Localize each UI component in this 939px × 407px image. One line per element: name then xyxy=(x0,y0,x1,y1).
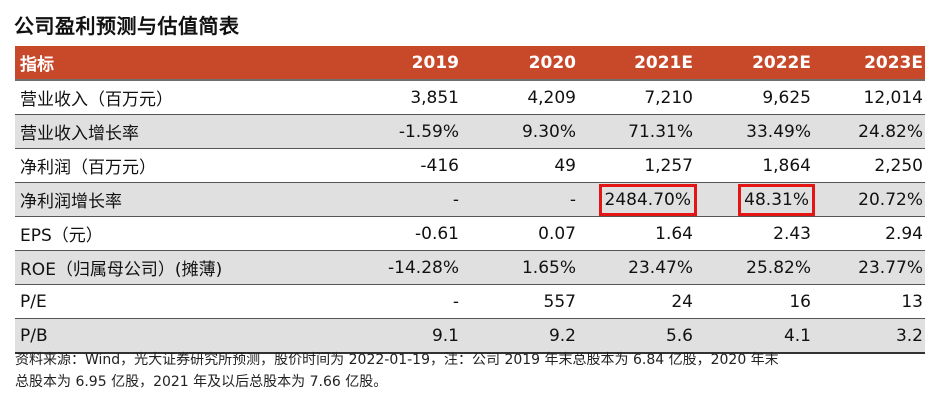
header-2020: 2020 xyxy=(461,46,578,81)
table-cell: 1.65% xyxy=(461,250,578,285)
table-row: 净利润（百万元） -416 49 1,257 1,864 2,250 xyxy=(15,148,925,183)
table-row: 净利润增长率 - - 2484.70% 48.31% 20.72% xyxy=(15,182,925,217)
table-row: 营业收入增长率 -1.59% 9.30% 71.31% 33.49% 24.82… xyxy=(15,114,925,149)
table-cell: 9.1 xyxy=(245,318,461,354)
table-cell: 0.07 xyxy=(461,216,578,251)
table-header-row: 指标 2019 2020 2021E 2022E 2023E xyxy=(15,46,925,81)
table-cell: 1.64 xyxy=(578,216,695,251)
header-2021e: 2021E xyxy=(578,46,695,81)
table-cell: 12,014 xyxy=(813,80,925,115)
table-cell: -14.28% xyxy=(245,250,461,285)
table-cell: - xyxy=(245,182,461,217)
table-cell: 1,257 xyxy=(578,148,695,183)
table-cell: 20.72% xyxy=(813,182,925,217)
table-cell: 5.6 xyxy=(578,318,695,354)
table-cell: 24 xyxy=(578,284,695,319)
table-row: P/B 9.1 9.2 5.6 4.1 3.2 xyxy=(15,318,925,354)
table-cell: 24.82% xyxy=(813,114,925,149)
header-2023e: 2023E xyxy=(813,46,925,81)
table-cell: 25.82% xyxy=(695,250,813,285)
table-cell: 3.2 xyxy=(813,318,925,354)
table-cell: -416 xyxy=(245,148,461,183)
row-label: P/B xyxy=(15,318,245,354)
table-cell: 2.43 xyxy=(695,216,813,251)
table-cell: 2484.70% xyxy=(578,182,697,217)
row-label: 营业收入增长率 xyxy=(15,114,245,149)
header-2019: 2019 xyxy=(245,46,461,81)
table-cell: 9.30% xyxy=(461,114,578,149)
source-note-line: 资料来源：Wind，光大证券研究所预测，股价时间为 2022-01-19，注：公… xyxy=(15,352,779,368)
table-cell: 1,864 xyxy=(695,148,813,183)
table-cell: 7,210 xyxy=(578,80,695,115)
table-cell: -1.59% xyxy=(245,114,461,149)
row-label: 营业收入（百万元） xyxy=(15,80,245,115)
header-2022e: 2022E xyxy=(695,46,813,81)
row-label: 净利润（百万元） xyxy=(15,148,245,183)
table-cell: 9.2 xyxy=(461,318,578,354)
table-cell: -0.61 xyxy=(245,216,461,251)
table-cell: 9,625 xyxy=(695,80,813,115)
table-row: ROE（归属母公司）(摊薄) -14.28% 1.65% 23.47% 25.8… xyxy=(15,250,925,285)
row-label: ROE（归属母公司）(摊薄) xyxy=(15,250,245,285)
row-label: EPS（元） xyxy=(15,216,245,251)
table-cell: 2.94 xyxy=(813,216,925,251)
table-row: 营业收入（百万元） 3,851 4,209 7,210 9,625 12,014 xyxy=(15,80,925,115)
table-cell: - xyxy=(245,284,461,319)
table-cell: 2,250 xyxy=(813,148,925,183)
row-label: 净利润增长率 xyxy=(15,182,245,217)
source-note: 资料来源：Wind，光大证券研究所预测，股价时间为 2022-01-19，注：公… xyxy=(15,349,930,393)
row-label: P/E xyxy=(15,284,245,319)
table-cell: 48.31% xyxy=(695,182,815,217)
table-row: EPS（元） -0.61 0.07 1.64 2.43 2.94 xyxy=(15,216,925,251)
table-cell: 23.77% xyxy=(813,250,925,285)
highlight-box: 48.31% xyxy=(738,183,815,216)
table-cell: 4,209 xyxy=(461,80,578,115)
table-cell: 71.31% xyxy=(578,114,695,149)
forecast-valuation-table: 指标 2019 2020 2021E 2022E 2023E 营业收入（百万元）… xyxy=(15,46,925,354)
table-cell: 16 xyxy=(695,284,813,319)
highlight-box: 2484.70% xyxy=(598,183,697,216)
table-cell: 557 xyxy=(461,284,578,319)
table-cell: 3,851 xyxy=(245,80,461,115)
header-indicator: 指标 xyxy=(15,46,245,81)
table-cell: 49 xyxy=(461,148,578,183)
table-row: P/E - 557 24 16 13 xyxy=(15,284,925,319)
table-cell: 4.1 xyxy=(695,318,813,354)
table-cell: 33.49% xyxy=(695,114,813,149)
page-title: 公司盈利预测与估值简表 xyxy=(14,14,240,38)
table-cell: - xyxy=(461,182,578,217)
source-note-line: 总股本为 6.95 亿股，2021 年及以后总股本为 7.66 亿股。 xyxy=(15,374,388,390)
table-cell: 13 xyxy=(813,284,925,319)
table-cell: 23.47% xyxy=(578,250,695,285)
